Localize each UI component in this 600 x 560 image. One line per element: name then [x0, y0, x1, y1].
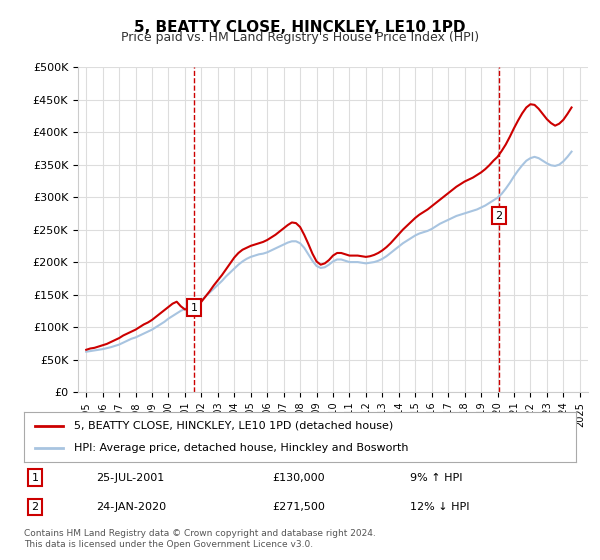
- Text: 1: 1: [32, 473, 38, 483]
- Text: 25-JUL-2001: 25-JUL-2001: [96, 473, 164, 483]
- Text: Price paid vs. HM Land Registry's House Price Index (HPI): Price paid vs. HM Land Registry's House …: [121, 31, 479, 44]
- Text: 9% ↑ HPI: 9% ↑ HPI: [410, 473, 463, 483]
- Text: HPI: Average price, detached house, Hinckley and Bosworth: HPI: Average price, detached house, Hinc…: [74, 443, 408, 453]
- Text: 5, BEATTY CLOSE, HINCKLEY, LE10 1PD: 5, BEATTY CLOSE, HINCKLEY, LE10 1PD: [134, 20, 466, 35]
- Text: 24-JAN-2020: 24-JAN-2020: [96, 502, 166, 512]
- Text: Contains HM Land Registry data © Crown copyright and database right 2024.
This d: Contains HM Land Registry data © Crown c…: [24, 529, 376, 549]
- Text: 2: 2: [495, 211, 502, 221]
- Text: 5, BEATTY CLOSE, HINCKLEY, LE10 1PD (detached house): 5, BEATTY CLOSE, HINCKLEY, LE10 1PD (det…: [74, 421, 393, 431]
- Text: £130,000: £130,000: [272, 473, 325, 483]
- Text: 1: 1: [191, 302, 197, 312]
- Text: £271,500: £271,500: [272, 502, 325, 512]
- Text: 12% ↓ HPI: 12% ↓ HPI: [410, 502, 470, 512]
- Text: 2: 2: [31, 502, 38, 512]
